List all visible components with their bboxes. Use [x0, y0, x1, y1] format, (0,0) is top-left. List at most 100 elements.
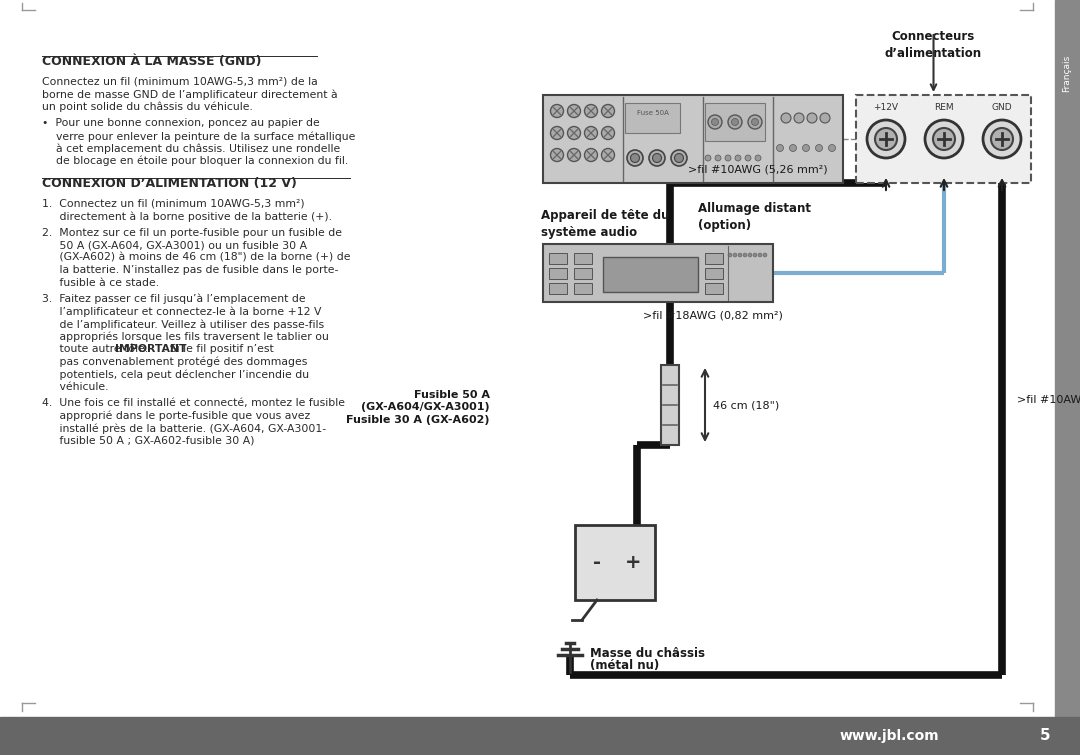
- Text: 46 cm (18"): 46 cm (18"): [713, 400, 780, 410]
- Bar: [543, 244, 773, 302]
- Text: Allumage distant
(option): Allumage distant (option): [698, 202, 811, 232]
- Text: Fusible 30 A (GX-A602): Fusible 30 A (GX-A602): [347, 415, 490, 425]
- Bar: [603, 257, 698, 292]
- Bar: [573, 268, 592, 279]
- Text: www.jbl.com: www.jbl.com: [840, 729, 940, 743]
- Circle shape: [777, 144, 783, 152]
- Circle shape: [567, 104, 581, 118]
- Bar: [1055, 0, 1080, 717]
- Bar: [705, 268, 723, 279]
- Text: Français: Français: [1063, 55, 1071, 92]
- Text: Connecteurs
d’alimentation: Connecteurs d’alimentation: [885, 30, 982, 60]
- Circle shape: [602, 127, 615, 140]
- Circle shape: [551, 104, 564, 118]
- Text: -: -: [593, 553, 600, 572]
- Circle shape: [789, 144, 797, 152]
- Circle shape: [731, 119, 739, 125]
- Circle shape: [602, 104, 615, 118]
- Text: véhicule.: véhicule.: [42, 381, 108, 392]
- Text: CONNEXION À LA MASSE (GND): CONNEXION À LA MASSE (GND): [42, 55, 261, 68]
- Text: l’amplificateur et connectez-le à la borne +12 V: l’amplificateur et connectez-le à la bor…: [42, 307, 322, 317]
- Circle shape: [753, 253, 757, 257]
- Bar: [856, 95, 1031, 183]
- Text: Fuse 50A: Fuse 50A: [637, 110, 669, 116]
- Text: fusible 50 A ; GX-A602-fusible 30 A): fusible 50 A ; GX-A602-fusible 30 A): [42, 436, 255, 445]
- Text: (GX-A604/GX-A3001): (GX-A604/GX-A3001): [362, 402, 490, 412]
- Circle shape: [728, 115, 742, 129]
- Bar: [705, 103, 765, 141]
- Text: •  Pour une bonne connexion, poncez au papier de: • Pour une bonne connexion, poncez au pa…: [42, 119, 320, 128]
- Text: verre pour enlever la peinture de la surface métallique: verre pour enlever la peinture de la sur…: [42, 131, 355, 141]
- Bar: [0, 717, 1080, 755]
- Circle shape: [794, 113, 804, 123]
- Circle shape: [584, 127, 597, 140]
- Circle shape: [652, 153, 661, 162]
- Text: GND: GND: [991, 103, 1012, 112]
- Text: +: +: [624, 553, 642, 572]
- Circle shape: [828, 144, 836, 152]
- Circle shape: [584, 104, 597, 118]
- Text: fusible à ce stade.: fusible à ce stade.: [42, 278, 159, 288]
- Bar: [549, 253, 567, 264]
- Circle shape: [875, 128, 897, 150]
- Circle shape: [755, 155, 761, 161]
- Circle shape: [820, 113, 831, 123]
- Text: borne de masse GND de l’amplificateur directement à: borne de masse GND de l’amplificateur di…: [42, 90, 338, 100]
- Bar: [705, 283, 723, 294]
- Circle shape: [991, 128, 1013, 150]
- Bar: [705, 253, 723, 264]
- Text: 4.  Une fois ce fil installé et connecté, montez le fusible: 4. Une fois ce fil installé et connecté,…: [42, 398, 345, 408]
- Text: Connectez un fil (minimum 10AWG-5,3 mm²) de la: Connectez un fil (minimum 10AWG-5,3 mm²)…: [42, 77, 318, 87]
- Bar: [661, 365, 679, 445]
- Text: Fusible 50 A: Fusible 50 A: [414, 390, 490, 400]
- Text: pas convenablement protégé des dommages: pas convenablement protégé des dommages: [42, 356, 308, 367]
- Circle shape: [735, 155, 741, 161]
- Bar: [575, 525, 654, 600]
- Text: de l’amplificateur. Veillez à utiliser des passe-fils: de l’amplificateur. Veillez à utiliser d…: [42, 319, 324, 329]
- Circle shape: [924, 120, 963, 158]
- Text: >fil #10AWG (5,26 mm²): >fil #10AWG (5,26 mm²): [1017, 394, 1080, 404]
- Text: >fil #18AWG (0,82 mm²): >fil #18AWG (0,82 mm²): [643, 310, 783, 320]
- Circle shape: [762, 253, 767, 257]
- Text: : Si le fil positif n’est: : Si le fil positif n’est: [159, 344, 273, 354]
- Circle shape: [752, 119, 758, 125]
- Text: de blocage en étoile pour bloquer la connexion du fil.: de blocage en étoile pour bloquer la con…: [42, 156, 348, 167]
- Text: 5: 5: [1040, 729, 1051, 744]
- Text: REM: REM: [934, 103, 954, 112]
- Text: toute autre tôle.: toute autre tôle.: [42, 344, 152, 354]
- Circle shape: [705, 155, 711, 161]
- Circle shape: [584, 149, 597, 162]
- Circle shape: [712, 119, 718, 125]
- Circle shape: [867, 120, 905, 158]
- Circle shape: [745, 155, 751, 161]
- Text: IMPORTANT: IMPORTANT: [114, 344, 187, 354]
- Circle shape: [551, 149, 564, 162]
- Circle shape: [649, 150, 665, 166]
- Bar: [625, 103, 680, 133]
- Text: Appareil de tête du
système audio: Appareil de tête du système audio: [541, 209, 670, 239]
- Text: installé près de la batterie. (GX-A604, GX-A3001-: installé près de la batterie. (GX-A604, …: [42, 423, 326, 433]
- Circle shape: [802, 144, 810, 152]
- Text: +12V: +12V: [874, 103, 899, 112]
- Text: approprié dans le porte-fusible que vous avez: approprié dans le porte-fusible que vous…: [42, 411, 310, 421]
- Circle shape: [983, 120, 1021, 158]
- Circle shape: [758, 253, 762, 257]
- Bar: [549, 283, 567, 294]
- Circle shape: [733, 253, 737, 257]
- Circle shape: [748, 115, 762, 129]
- Circle shape: [743, 253, 747, 257]
- Text: potentiels, cela peut déclencher l’incendie du: potentiels, cela peut déclencher l’incen…: [42, 369, 309, 380]
- Text: CONNEXION D’ALIMENTATION (12 V): CONNEXION D’ALIMENTATION (12 V): [42, 177, 297, 190]
- Text: (métal nu): (métal nu): [590, 660, 659, 673]
- Circle shape: [933, 128, 955, 150]
- Circle shape: [567, 127, 581, 140]
- Circle shape: [627, 150, 643, 166]
- Text: à cet emplacement du châssis. Utilisez une rondelle: à cet emplacement du châssis. Utilisez u…: [42, 143, 340, 154]
- Bar: [573, 253, 592, 264]
- Circle shape: [781, 113, 791, 123]
- Text: appropriés lorsque les fils traversent le tablier ou: appropriés lorsque les fils traversent l…: [42, 331, 329, 342]
- Bar: [543, 95, 843, 183]
- Circle shape: [728, 253, 732, 257]
- Circle shape: [602, 149, 615, 162]
- Text: Masse du châssis: Masse du châssis: [590, 647, 705, 660]
